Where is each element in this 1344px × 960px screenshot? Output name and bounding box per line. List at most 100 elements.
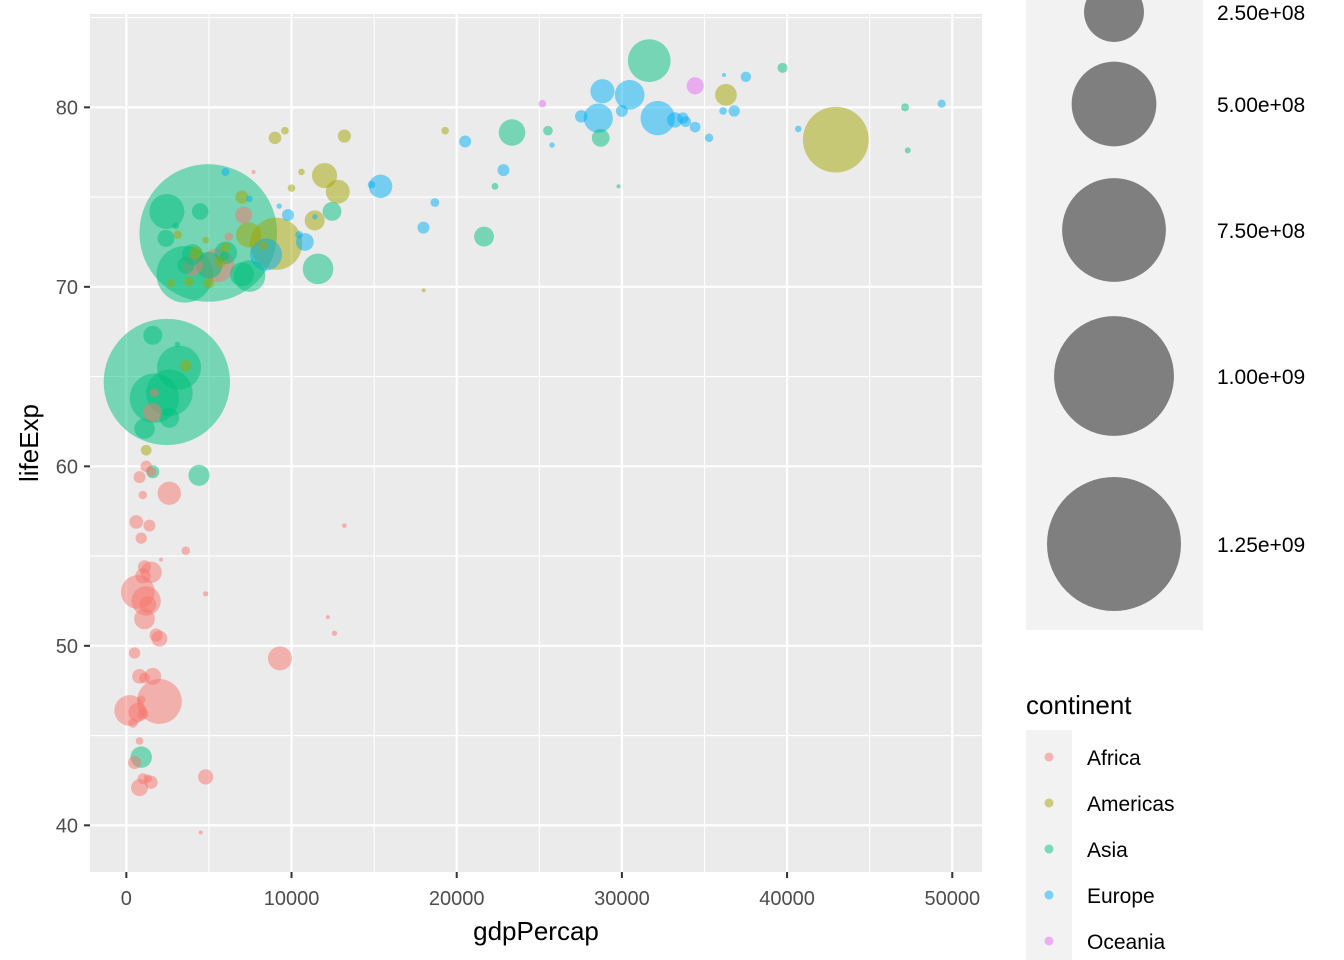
- point-europe: [704, 133, 714, 143]
- point-asia: [302, 253, 334, 285]
- size-legend-label: 1.25e+09: [1217, 534, 1305, 557]
- point-americas: [337, 129, 351, 143]
- point-americas: [180, 360, 192, 372]
- size-legend-key: [1084, 0, 1144, 42]
- color-legend-label: Americas: [1087, 793, 1175, 816]
- point-americas: [202, 236, 209, 244]
- color-legend-title: continent: [1026, 690, 1132, 720]
- point-americas: [441, 126, 449, 135]
- x-axis-title: gdpPercap: [473, 916, 599, 946]
- point-asia: [143, 325, 163, 345]
- color-legend-key-africa: [1044, 752, 1054, 762]
- point-asia: [134, 418, 155, 439]
- point-europe: [312, 214, 318, 220]
- point-asia: [627, 39, 671, 83]
- y-tick-label: 50: [56, 636, 78, 658]
- size-legend-label: 7.50e+08: [1217, 220, 1305, 243]
- color-legend-label: Oceania: [1087, 931, 1166, 954]
- point-africa: [139, 672, 150, 684]
- point-asia: [157, 229, 175, 247]
- point-asia: [904, 147, 911, 154]
- point-africa: [143, 519, 156, 532]
- point-europe: [459, 135, 472, 148]
- point-americas: [287, 184, 296, 192]
- point-asia: [777, 62, 788, 73]
- x-tick-label: 50000: [924, 888, 980, 910]
- point-americas: [421, 288, 426, 293]
- point-africa: [224, 232, 233, 241]
- x-tick-label: 30000: [594, 888, 650, 910]
- size-legend-label: 2.50e+08: [1217, 2, 1305, 25]
- point-europe: [721, 73, 726, 78]
- point-europe: [250, 238, 283, 271]
- point-oceania: [686, 77, 704, 95]
- point-americas: [220, 242, 231, 253]
- point-africa: [251, 169, 256, 174]
- point-africa: [128, 647, 141, 659]
- point-asia: [591, 128, 610, 147]
- point-americas: [140, 444, 152, 456]
- color-legend-key-americas: [1044, 798, 1054, 808]
- point-asia: [149, 193, 185, 229]
- point-europe: [640, 100, 675, 136]
- point-americas: [203, 277, 215, 289]
- point-americas: [325, 179, 350, 204]
- point-europe: [430, 198, 440, 207]
- point-africa: [128, 755, 142, 770]
- point-europe: [719, 107, 727, 115]
- point-europe: [740, 71, 752, 83]
- point-asia: [157, 345, 202, 390]
- size-legend: 2.50e+08 5.00e+08 7.50e+08 1.00e+09 1.25e+09: [1026, 0, 1305, 630]
- size-legend-key: [1071, 61, 1157, 147]
- point-europe: [549, 142, 555, 148]
- color-legend-label: Europe: [1087, 885, 1155, 908]
- point-africa: [129, 515, 144, 529]
- point-africa: [202, 591, 209, 597]
- point-africa: [150, 388, 159, 397]
- point-americas: [298, 168, 305, 176]
- size-legend-key: [1054, 316, 1174, 436]
- point-africa: [198, 769, 214, 785]
- point-americas: [258, 240, 269, 251]
- point-africa: [136, 679, 182, 724]
- point-africa: [137, 560, 152, 574]
- point-africa: [138, 490, 148, 500]
- point-africa: [159, 557, 164, 562]
- major-gridlines: [90, 14, 982, 872]
- point-africa: [149, 628, 163, 642]
- point-europe: [689, 121, 701, 133]
- point-americas: [311, 162, 338, 189]
- point-africa: [181, 546, 191, 555]
- point-africa: [133, 471, 146, 484]
- point-europe: [590, 79, 615, 104]
- point-europe: [246, 195, 253, 203]
- x-tick-label: 0: [121, 888, 132, 910]
- point-africa: [146, 466, 157, 477]
- point-africa: [198, 830, 203, 835]
- point-africa: [135, 737, 144, 745]
- point-europe: [615, 104, 628, 117]
- point-americas: [304, 210, 325, 231]
- point-europe: [794, 125, 802, 133]
- point-asia: [498, 119, 526, 146]
- point-americas: [715, 83, 737, 106]
- point-africa: [342, 523, 347, 528]
- point-europe: [417, 221, 430, 234]
- point-asia: [191, 203, 209, 220]
- point-africa: [235, 206, 253, 224]
- point-asia: [474, 226, 494, 247]
- point-africa: [157, 481, 181, 505]
- data-points: [103, 39, 946, 835]
- x-tick-label: 40000: [759, 888, 815, 910]
- point-asia: [229, 262, 254, 287]
- y-tick-label: 40: [56, 815, 78, 837]
- point-americas: [173, 230, 182, 240]
- point-asia: [322, 202, 342, 221]
- point-asia: [901, 103, 910, 112]
- size-legend-key: [1047, 477, 1181, 611]
- point-asia: [195, 251, 223, 279]
- x-tick-label: 10000: [264, 888, 320, 910]
- point-asia: [616, 184, 621, 189]
- color-legend-label: Asia: [1087, 839, 1128, 862]
- point-africa: [267, 646, 292, 671]
